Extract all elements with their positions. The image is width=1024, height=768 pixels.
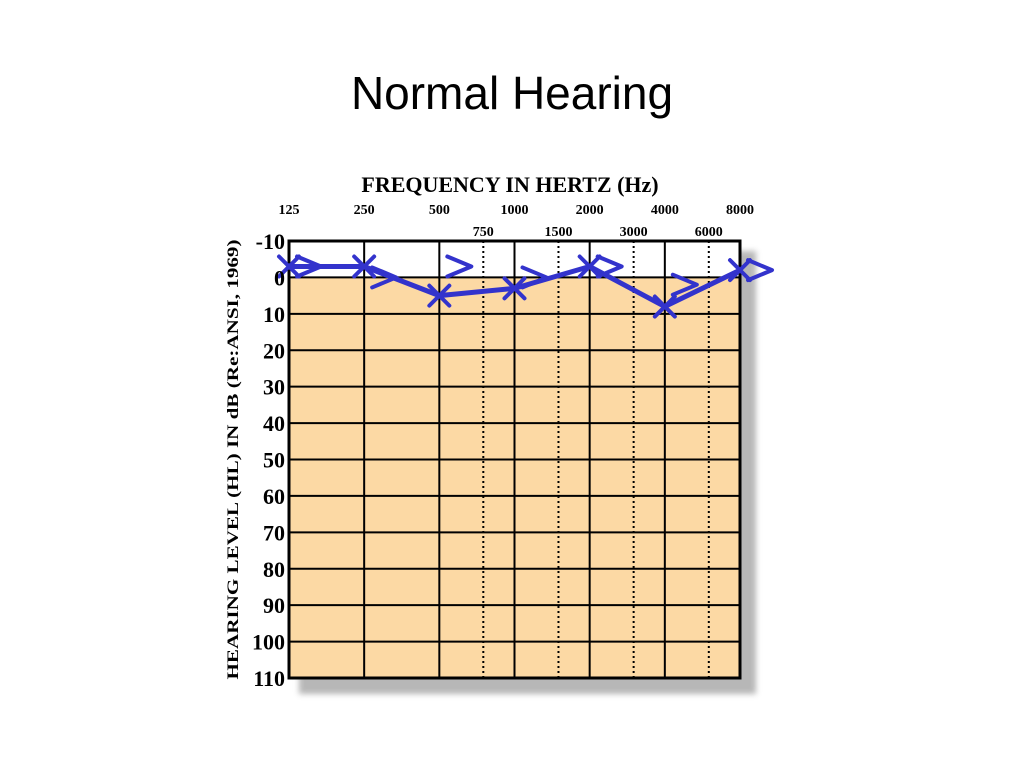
series-1-point-500 (445, 254, 474, 279)
series-0-point-1000 (502, 276, 527, 301)
series-1-point-8000 (746, 258, 774, 283)
series-0-point-500 (427, 283, 452, 308)
x-tick-label-1500: 1500 (544, 225, 572, 240)
y-tick-label-100: 100 (252, 630, 285, 655)
y-tick-label-40: 40 (263, 411, 285, 436)
series-1-point-2000 (595, 254, 624, 279)
y-tick-label-60: 60 (263, 484, 285, 509)
series-1-point-250 (370, 265, 399, 290)
series-0-point-250 (352, 254, 377, 279)
series-0-point-125 (277, 254, 301, 279)
series-1-point-4000 (670, 272, 699, 297)
series-1-point-1000 (520, 265, 549, 290)
x-tick-label-250: 250 (354, 203, 375, 218)
x-tick-label-125: 125 (279, 203, 300, 218)
y-tick-label-110: 110 (253, 666, 285, 691)
y-tick-label-70: 70 (263, 520, 285, 545)
series-layer (277, 254, 774, 319)
y-tick-label-0: 0 (274, 265, 285, 290)
y-tick-label--10: -10 (256, 229, 285, 254)
x-tick-label-6000: 6000 (695, 225, 723, 240)
x-tick-label-1000: 1000 (501, 203, 529, 218)
labels: FREQUENCY IN HERTZ (Hz)125 250 500 1000 2000… (225, 172, 754, 691)
y-tick-label-10: 10 (263, 302, 285, 327)
series-0-point-4000 (652, 294, 677, 319)
x-tick-label-8000: 8000 (726, 203, 754, 218)
x-axis-title: FREQUENCY IN HERTZ (Hz) (361, 172, 658, 197)
x-tick-label-3000: 3000 (620, 225, 648, 240)
y-axis-title: HEARING LEVEL (HL) IN dB (Re:ANSI, 1969) (225, 240, 242, 680)
x-tick-label-750: 750 (473, 225, 494, 240)
series-1-point-125 (295, 254, 323, 279)
slide-title: Normal Hearing (350, 67, 674, 119)
y-tick-label-50: 50 (263, 448, 285, 473)
x-tick-label-500: 500 (429, 203, 450, 218)
x-tick-label-4000: 4000 (651, 203, 679, 218)
plot-background (289, 241, 756, 694)
y-tick-label-80: 80 (263, 557, 285, 582)
plot-frame (287, 239, 742, 680)
grid (287, 239, 742, 680)
series-0-point-2000 (577, 254, 602, 279)
y-tick-label-90: 90 (263, 593, 285, 618)
x-tick-label-2000: 2000 (576, 203, 604, 218)
series-0-point-8000 (728, 258, 752, 283)
y-tick-label-30: 30 (263, 375, 285, 400)
y-tick-label-20: 20 (263, 338, 285, 363)
